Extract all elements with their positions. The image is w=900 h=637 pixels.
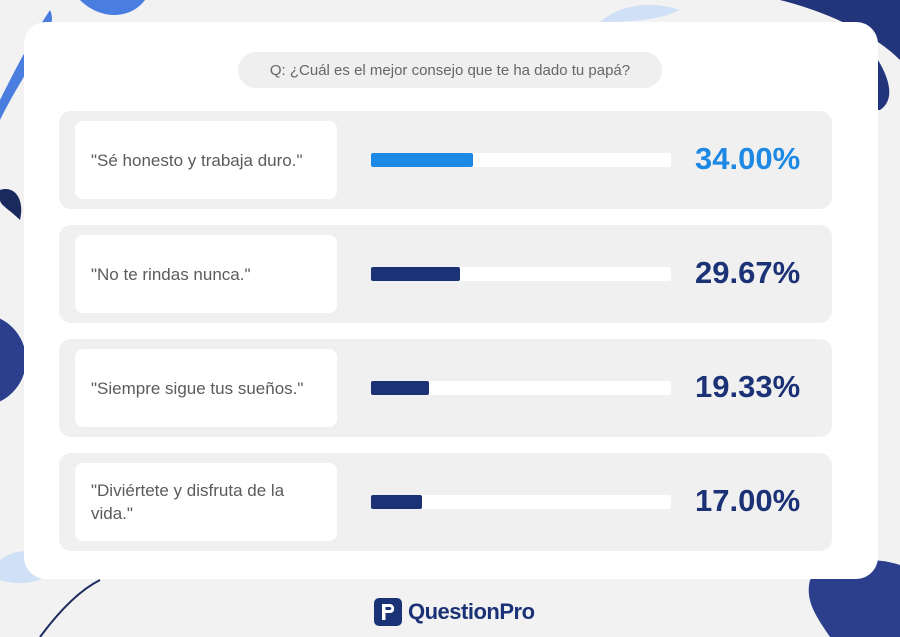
bar-track	[371, 381, 671, 395]
bar-fill	[371, 267, 460, 281]
question-pill: Q: ¿Cuál es el mejor consejo que te ha d…	[238, 52, 662, 88]
brand-logo: QuestionPro	[374, 597, 535, 627]
answer-row: "Sé honesto y trabaja duro." 34.00%	[59, 111, 832, 209]
answer-label: "Diviértete y disfruta de la vida."	[75, 463, 337, 541]
bar-fill	[371, 153, 473, 167]
bar-fill	[371, 495, 422, 509]
bar-track	[371, 267, 671, 281]
answer-row: "Siempre sigue tus sueños." 19.33%	[59, 339, 832, 437]
answer-label: "Sé honesto y trabaja duro."	[75, 121, 337, 199]
questionpro-logo-icon	[374, 598, 402, 626]
answer-label: "No te rindas nunca."	[75, 235, 337, 313]
answer-row: "No te rindas nunca." 29.67%	[59, 225, 832, 323]
percentage-label: 34.00%	[695, 141, 801, 176]
percentage-label: 29.67%	[695, 255, 801, 290]
brand-name: QuestionPro	[408, 599, 535, 624]
percentage-label: 17.00%	[695, 483, 801, 518]
percentage-label: 19.33%	[695, 369, 801, 404]
bar-fill	[371, 381, 429, 395]
answer-label: "Siempre sigue tus sueños."	[75, 349, 337, 427]
bar-track	[371, 153, 671, 167]
bar-track	[371, 495, 671, 509]
answer-row: "Diviértete y disfruta de la vida." 17.00…	[59, 453, 832, 551]
